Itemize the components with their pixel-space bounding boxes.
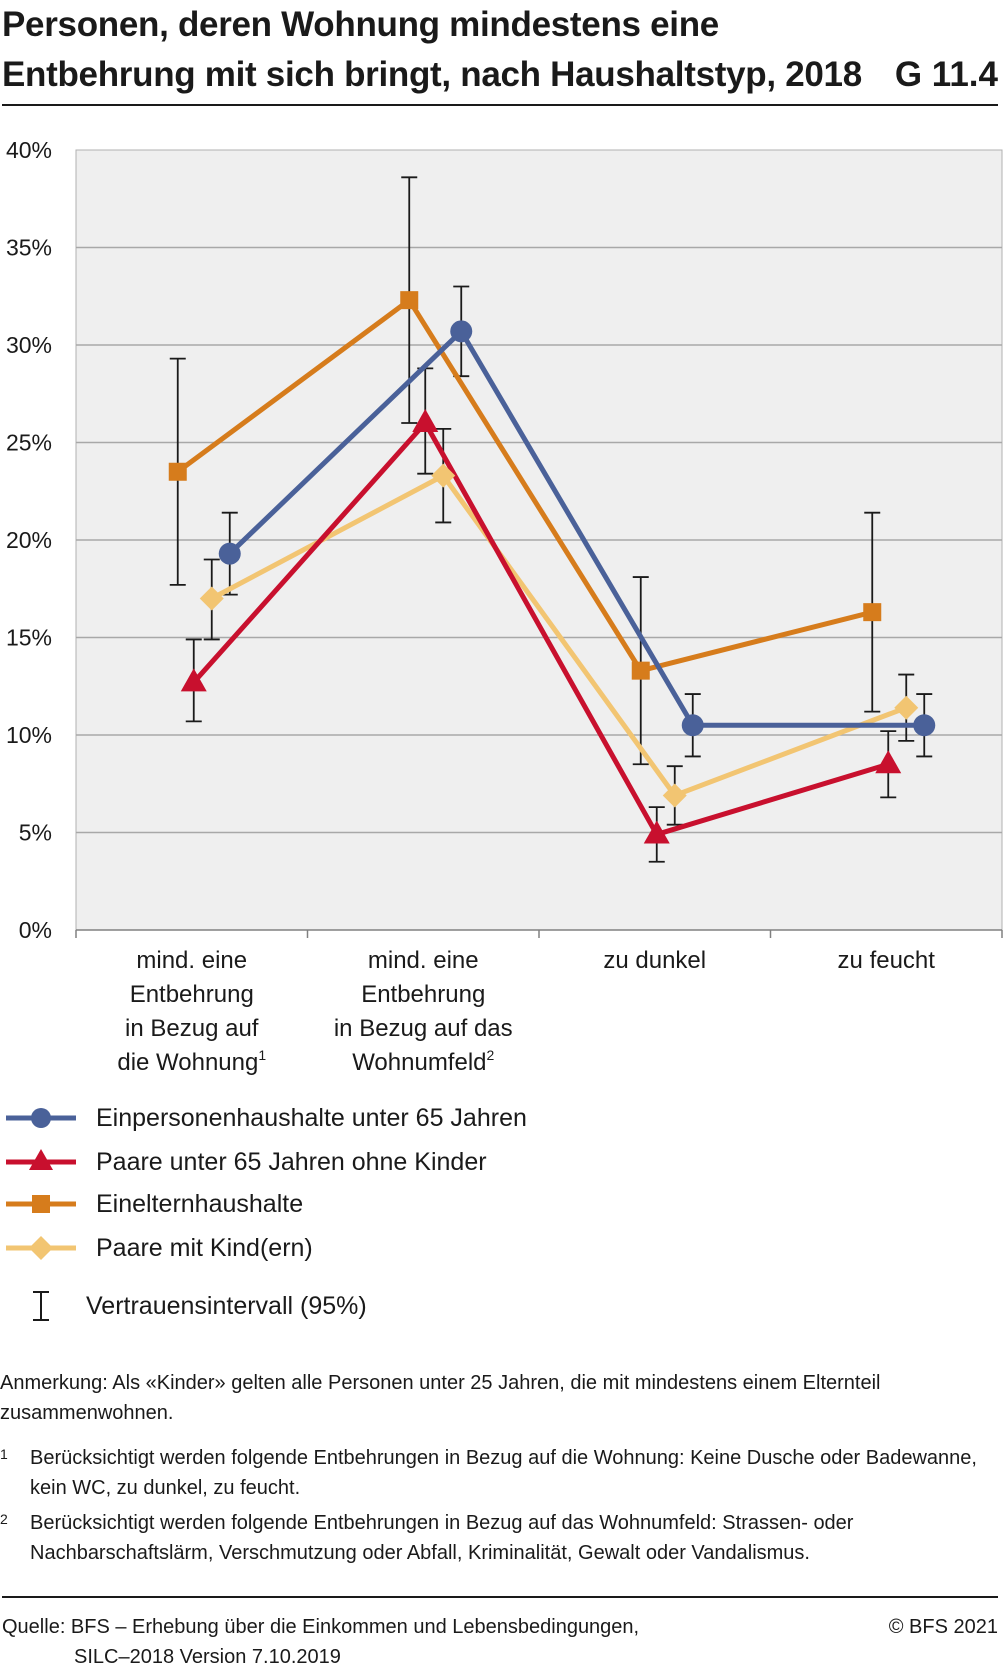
data-point xyxy=(412,409,439,432)
copyright: © BFS 2021 xyxy=(888,1616,998,1638)
data-point xyxy=(913,714,936,737)
x-tick-label: mind. eine xyxy=(368,947,479,974)
source: Quelle: BFS – Erhebung über die Einkomme… xyxy=(2,1612,639,1672)
x-tick-label: Entbehrung xyxy=(130,981,254,1008)
footnote-sup: 1 xyxy=(258,1047,266,1063)
data-point xyxy=(218,542,241,565)
data-point xyxy=(180,668,207,692)
footnote-text: Berücksichtigt werden folgende Entbehrun… xyxy=(30,1447,977,1499)
legend-label: Einpersonenhaushalte unter 65 Jahren xyxy=(96,1104,527,1132)
y-tick-label: 30% xyxy=(6,332,52,358)
series-line xyxy=(210,473,908,798)
series-line xyxy=(228,328,925,728)
legend-item-einpersonen: Einpersonenhaushalte unter 65 Jahren xyxy=(0,1098,700,1138)
source-line-1: Quelle: BFS – Erhebung über die Einkomme… xyxy=(2,1616,640,1638)
data-point xyxy=(631,661,650,680)
data-point xyxy=(875,750,902,774)
legend-swatch-diamond xyxy=(6,1236,76,1260)
y-tick-label: 20% xyxy=(6,527,52,553)
data-point xyxy=(400,291,419,310)
data-point xyxy=(662,783,687,808)
data-point xyxy=(431,463,456,488)
x-tick-label: Wohnumfeld2 xyxy=(352,1047,494,1076)
x-tick-label: Entbehrung xyxy=(361,981,485,1008)
line-chart: 0% 5% 10% 15% 20% 25% 30% 35% 40% mind. eine Entbe… xyxy=(6,137,1003,1076)
y-tick-label: 5% xyxy=(19,820,52,846)
x-tick-label: mind. eine xyxy=(136,947,247,974)
legend-item-ci: Vertrauensintervall (95%) xyxy=(0,1286,700,1326)
y-tick-label: 35% xyxy=(6,235,52,261)
chart-code: G 11.4 xyxy=(894,55,998,94)
legend-item-paare-ohne-kinder: Paare unter 65 Jahren ohne Kinder xyxy=(0,1142,700,1182)
footer: Quelle: BFS – Erhebung über die Einkomme… xyxy=(2,1596,998,1668)
footnote-text: Berücksichtigt werden folgende Entbehrun… xyxy=(30,1512,854,1564)
data-point xyxy=(199,586,224,611)
legend-swatch-square xyxy=(6,1195,76,1213)
series-line xyxy=(176,297,873,674)
data-point xyxy=(863,603,882,622)
legend-label: Paare unter 65 Jahren ohne Kinder xyxy=(96,1148,487,1176)
data-point xyxy=(168,462,187,481)
y-tick-label: 15% xyxy=(6,625,52,651)
legend-swatch-circle xyxy=(6,1108,76,1128)
x-tick-label: in Bezug auf das xyxy=(334,1015,513,1042)
x-tick-label: zu dunkel xyxy=(603,947,706,974)
y-tick-label: 10% xyxy=(6,722,52,748)
footnote-mark: 1 xyxy=(0,1446,8,1462)
x-tick-label: zu feucht xyxy=(838,947,936,974)
data-point xyxy=(450,320,473,343)
legend-item-einelternhaushalte: Einelternhaushalte xyxy=(0,1184,700,1224)
data-point xyxy=(643,820,670,844)
header: Personen, deren Wohnung mindestens eine … xyxy=(2,0,998,106)
chart-title: Personen, deren Wohnung mindestens eine … xyxy=(2,5,862,94)
x-tick-label: in Bezug auf xyxy=(125,1015,259,1042)
footnote-sup: 2 xyxy=(487,1047,495,1063)
y-tick-label: 0% xyxy=(19,917,52,943)
legend-label: Vertrauensintervall (95%) xyxy=(86,1292,367,1320)
footnote-mark: 2 xyxy=(0,1511,8,1527)
legend-label: Einelternhaushalte xyxy=(96,1190,304,1218)
errorbar-icon xyxy=(33,1291,49,1321)
y-tick-label: 40% xyxy=(6,137,52,163)
x-tick-label: die Wohnung1 xyxy=(117,1047,266,1076)
legend-swatch-triangle xyxy=(6,1149,76,1170)
data-point xyxy=(681,714,704,737)
source-line-2: SILC–2018 Version 7.10.2019 xyxy=(74,1646,341,1668)
series-line xyxy=(191,420,889,837)
y-tick-label: 25% xyxy=(6,430,52,456)
legend-label: Paare mit Kind(ern) xyxy=(96,1234,313,1262)
remark: Anmerkung: Als «Kinder» gelten alle Pers… xyxy=(0,1372,881,1424)
legend-item-paare-mit-kindern: Paare mit Kind(ern) xyxy=(0,1228,700,1268)
data-point xyxy=(894,695,919,720)
